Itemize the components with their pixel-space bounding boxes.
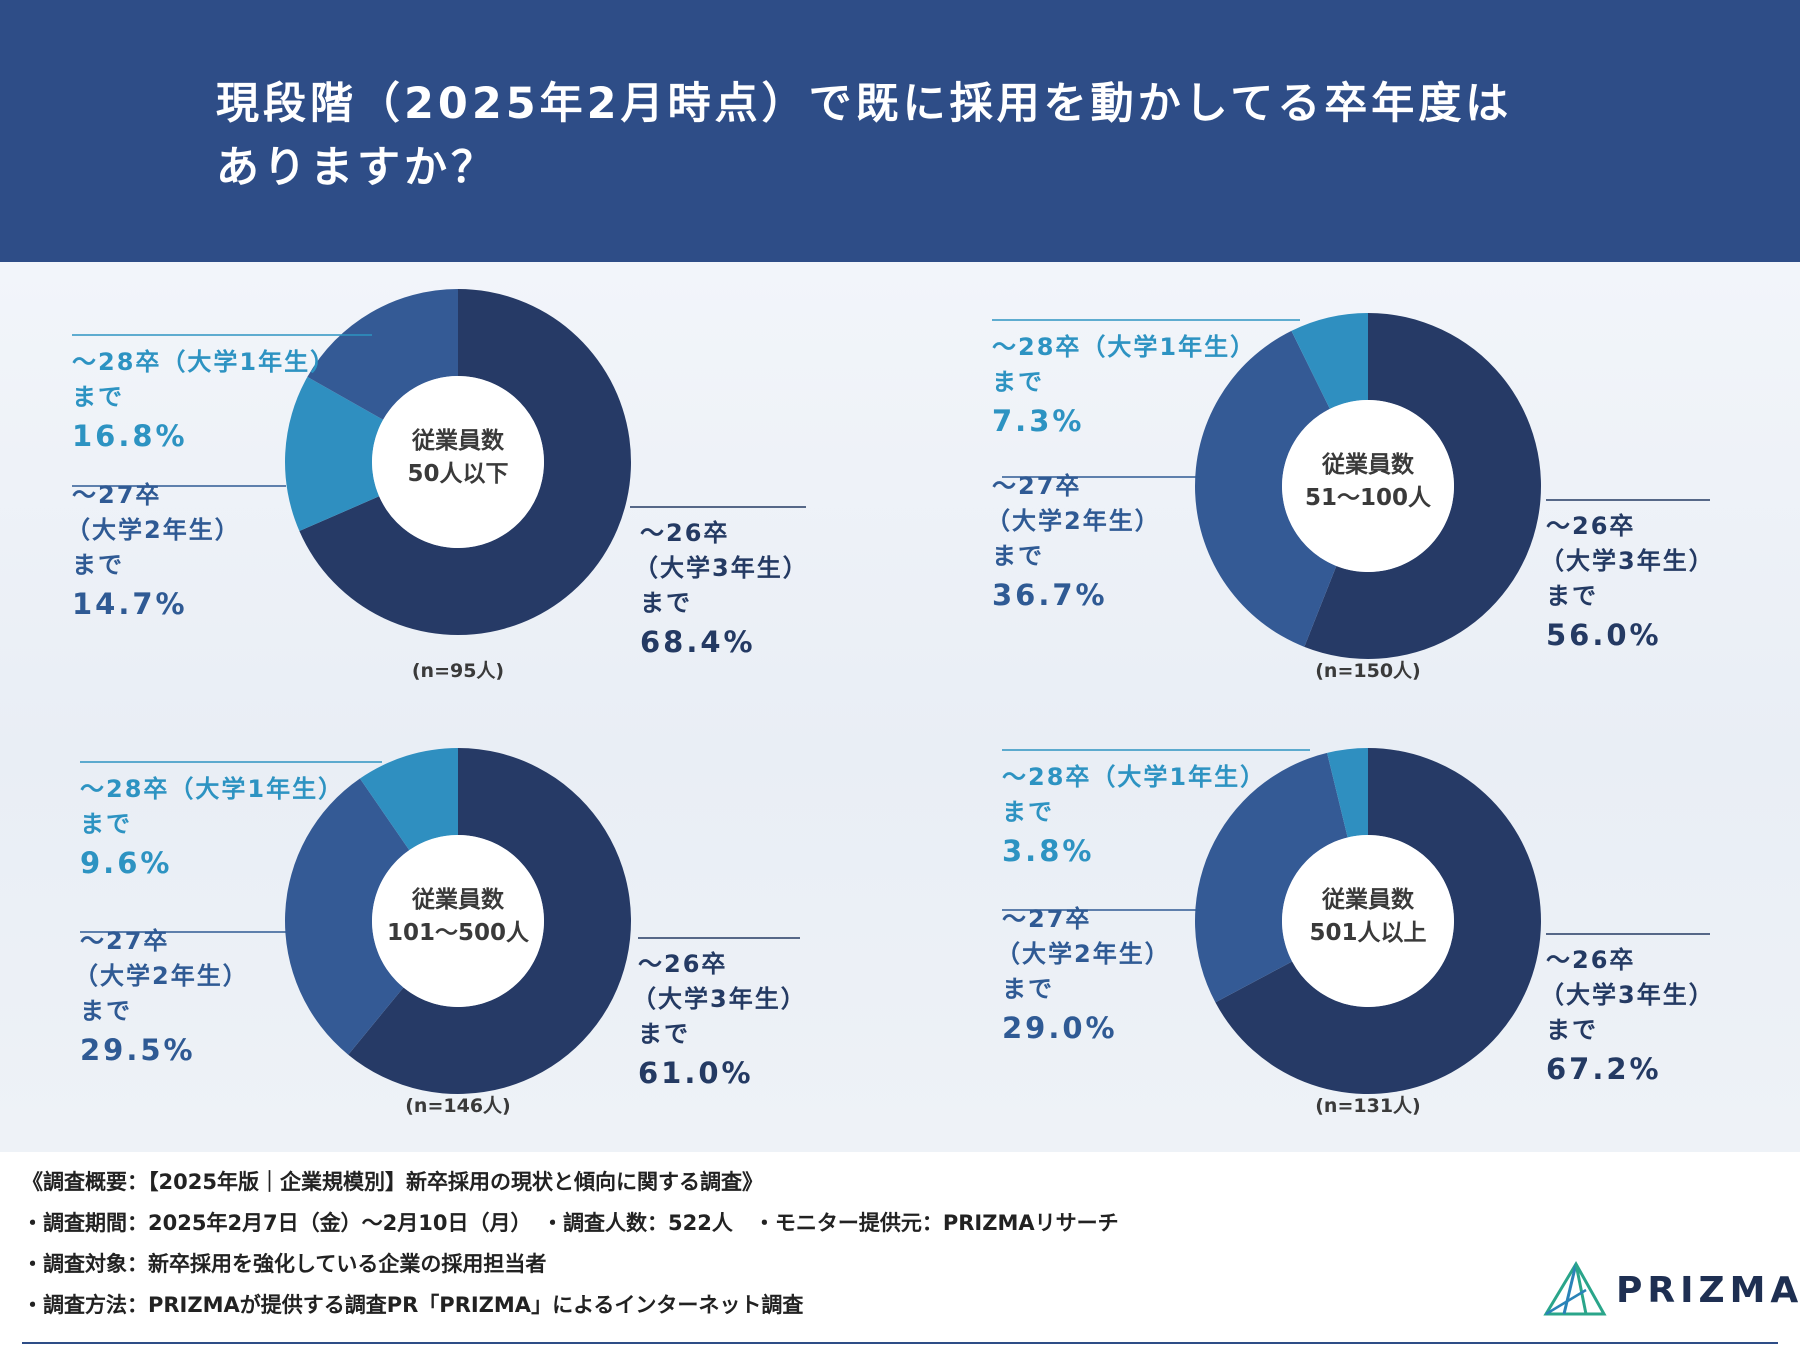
header-banner: 現段階（2025年2月時点）で既に採用を動かしてる卒年度は ありますか？ <box>0 0 1800 262</box>
donut-1-center-label: 50人以下 <box>407 461 508 487</box>
donut-3-value-2: 29.5% <box>80 1033 196 1067</box>
donut-2-value-2: 36.7% <box>992 578 1108 612</box>
donut-4-value-1: 67.2% <box>1546 1052 1662 1086</box>
donut-4-slice-3 <box>1327 748 1368 838</box>
donut-3-label-2: まで <box>80 997 132 1025</box>
donut-1-label-3: まで <box>72 383 124 411</box>
donut-4-value-3: 3.8% <box>1002 834 1094 868</box>
donut-2-center-label: 51〜100人 <box>1305 485 1432 511</box>
donut-4-label-2: （大学2年生） <box>996 940 1171 968</box>
donut-3-slice-1 <box>348 748 631 1094</box>
prizma-logo-icon <box>1543 1261 1607 1316</box>
donut-3-label-2: 〜27卒 <box>80 927 169 955</box>
donut-2-label-2: まで <box>992 542 1044 570</box>
donut-1-value-2: 14.7% <box>72 587 188 621</box>
donut-3-center-label: 従業員数 <box>411 886 505 913</box>
donut-2-label-3: まで <box>992 368 1044 396</box>
donut-1-value-3: 16.8% <box>72 419 188 453</box>
donut-3-slice-3 <box>359 748 458 851</box>
donut-1-value-1: 68.4% <box>640 625 756 659</box>
donut-1-label-1: まで <box>640 589 692 617</box>
donut-2-label-1: まで <box>1546 582 1598 610</box>
donut-1-label-2: （大学2年生） <box>66 516 241 544</box>
donut-3-label-1: （大学3年生） <box>632 985 807 1013</box>
donut-4-label-1: まで <box>1546 1016 1598 1044</box>
donut-3-slice-2 <box>285 778 410 1055</box>
donut-2-slice-2 <box>1195 330 1337 647</box>
donut-1-slice-2 <box>285 376 384 532</box>
donut-2-label-3: 〜28卒（大学1年生） <box>992 333 1256 361</box>
donut-4-slice-2 <box>1195 752 1348 1003</box>
donut-2-sample-size: (n=150人) <box>1315 660 1420 682</box>
donut-3-label-2: （大学2年生） <box>74 962 249 990</box>
donut-4-label-3: まで <box>1002 798 1054 826</box>
donut-4-label-1: 〜26卒 <box>1546 946 1635 974</box>
donut-4-hole <box>1282 835 1454 1007</box>
donut-3-hole <box>372 835 544 1007</box>
donut-4-slice-1 <box>1215 748 1541 1095</box>
survey-period: ・調査期間：2025年2月7日（金）〜2月10日（月） ・調査人数：522人 ・… <box>22 1211 1119 1235</box>
survey-footer: 《調査概要：【2025年版｜企業規模別】新卒採用の現状と傾向に関する調査》 ・調… <box>0 1152 1800 1350</box>
donut-1-label-1: 〜26卒 <box>640 519 729 547</box>
donut-3-center-label: 101〜500人 <box>387 920 530 946</box>
donut-4-label-2: まで <box>1002 975 1054 1003</box>
prizma-logo: PRIZMA <box>1540 1260 1798 1320</box>
donut-2-center-label: 従業員数 <box>1321 451 1415 478</box>
donut-2-label-1: （大学3年生） <box>1540 547 1715 575</box>
donut-3-label-1: 〜26卒 <box>638 950 727 978</box>
donut-4-sample-size: (n=131人) <box>1315 1095 1420 1117</box>
donut-1-label-3: 〜28卒（大学1年生） <box>72 348 336 376</box>
donut-4-center-label: 501人以上 <box>1309 920 1426 946</box>
survey-method: ・調査方法：PRIZMAが提供する調査PR「PRIZMA」によるインターネット調… <box>22 1293 804 1317</box>
prizma-logo-text: PRIZMA <box>1616 1270 1800 1311</box>
donut-4-label-1: （大学3年生） <box>1540 981 1715 1009</box>
donut-3-label-1: まで <box>638 1020 690 1048</box>
donut-3-value-3: 9.6% <box>80 846 172 880</box>
donut-2-label-1: 〜26卒 <box>1546 512 1635 540</box>
donut-1-label-1: （大学3年生） <box>634 554 809 582</box>
donut-2-slice-3 <box>1291 313 1368 409</box>
donut-3-label-3: 〜28卒（大学1年生） <box>80 775 344 803</box>
page-title-line-2: ありますか？ <box>216 143 498 193</box>
donut-1-hole <box>372 376 544 548</box>
donut-1-label-2: 〜27卒 <box>72 481 161 509</box>
survey-title: 《調査概要：【2025年版｜企業規模別】新卒採用の現状と傾向に関する調査》 <box>22 1170 763 1194</box>
donut-1-slice-3 <box>307 289 458 420</box>
donut-2-value-3: 7.3% <box>992 404 1084 438</box>
donut-4-value-2: 29.0% <box>1002 1011 1118 1045</box>
donut-1-sample-size: (n=95人) <box>412 660 504 682</box>
donut-4-label-3: 〜28卒（大学1年生） <box>1002 763 1266 791</box>
donut-4-center-label: 従業員数 <box>1321 886 1415 913</box>
footer-rule <box>22 1342 1778 1344</box>
donut-1-slice-1 <box>299 289 631 635</box>
donut-2-label-2: （大学2年生） <box>986 507 1161 535</box>
donut-2-value-1: 56.0% <box>1546 618 1662 652</box>
survey-target: ・調査対象：新卒採用を強化している企業の採用担当者 <box>22 1252 547 1276</box>
donut-3-label-3: まで <box>80 810 132 838</box>
donut-2-hole <box>1282 400 1454 572</box>
donut-1-center-label: 従業員数 <box>411 427 505 454</box>
donut-2-label-2: 〜27卒 <box>992 472 1081 500</box>
donut-3-value-1: 61.0% <box>638 1056 754 1090</box>
donut-3-sample-size: (n=146人) <box>405 1095 510 1117</box>
donut-1-label-2: まで <box>72 551 124 579</box>
page-title: 現段階（2025年2月時点）で既に採用を動かしてる卒年度は ありますか？ <box>216 72 1656 200</box>
donut-2-slice-1 <box>1304 313 1541 659</box>
page-title-line-1: 現段階（2025年2月時点）で既に採用を動かしてる卒年度は <box>216 79 1513 129</box>
donut-4-label-2: 〜27卒 <box>1002 905 1091 933</box>
